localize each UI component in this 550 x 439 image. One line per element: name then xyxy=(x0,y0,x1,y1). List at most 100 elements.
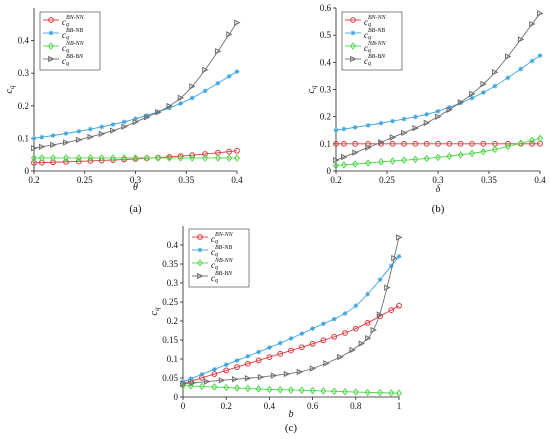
series-marker xyxy=(76,128,82,134)
series-marker xyxy=(244,360,251,367)
series-marker xyxy=(255,385,262,393)
series-marker xyxy=(365,144,372,151)
legend-entry-subscript: q xyxy=(66,35,69,41)
x-tick-label: 0.4 xyxy=(534,175,546,185)
series-marker xyxy=(143,114,151,121)
legend-entry-symbol: c xyxy=(62,30,66,40)
series-marker xyxy=(109,154,116,162)
legend-entry-symbol: c xyxy=(62,56,66,66)
panel-label: (a) xyxy=(129,203,142,215)
series-marker xyxy=(202,66,209,74)
y-axis-label-subscript: q xyxy=(8,85,16,89)
series-marker xyxy=(234,358,240,363)
series-line xyxy=(33,71,238,139)
series-marker xyxy=(166,102,173,110)
series-marker xyxy=(342,311,348,316)
series-marker xyxy=(341,126,347,132)
series-marker xyxy=(434,153,442,162)
legend-swatch-marker xyxy=(48,17,54,23)
series-marker xyxy=(388,389,395,397)
series-marker xyxy=(296,368,304,376)
series-marker xyxy=(364,320,371,326)
legend-swatch-marker xyxy=(197,234,203,240)
series-marker xyxy=(401,116,407,122)
series-nb-nn xyxy=(332,134,544,170)
series-marker xyxy=(365,122,371,128)
series-marker xyxy=(226,31,233,38)
series-marker xyxy=(341,153,348,161)
y-axis-label: cq xyxy=(149,307,161,315)
series-marker xyxy=(215,80,221,86)
legend-entry-superscript: NB-NN xyxy=(65,41,85,47)
legend-swatch-marker xyxy=(47,42,55,50)
series-marker xyxy=(378,120,384,126)
series-marker xyxy=(63,131,69,136)
panel-label: (b) xyxy=(432,203,445,215)
series-marker xyxy=(203,378,211,385)
series-bb-nb xyxy=(31,69,240,141)
series-marker xyxy=(337,353,344,361)
series-marker xyxy=(38,154,45,162)
series-marker xyxy=(309,365,317,372)
legend-entry: cqBB-NB xyxy=(62,28,83,41)
series-marker xyxy=(75,158,82,165)
legend-entry-subscript: q xyxy=(215,278,218,284)
y-tick-label: 0.2 xyxy=(320,112,331,122)
series-marker xyxy=(202,154,209,162)
series-marker xyxy=(287,386,295,394)
series-marker xyxy=(155,108,162,116)
series-marker xyxy=(298,344,305,351)
series-marker xyxy=(245,353,251,359)
series-marker xyxy=(341,387,349,396)
series-marker xyxy=(75,154,82,162)
series-bb-bn xyxy=(333,10,544,164)
legend-entry-symbol: c xyxy=(211,260,215,270)
series-marker xyxy=(446,104,452,110)
legend-entry-subscript: q xyxy=(215,239,218,245)
series-marker xyxy=(223,362,229,368)
y-tick-label: 0.05 xyxy=(162,373,178,383)
series-marker xyxy=(189,379,197,387)
legend-entry-subscript: q xyxy=(368,22,371,28)
series-bb-nb xyxy=(333,53,543,133)
legend-entry-symbol: c xyxy=(364,30,368,40)
series-marker xyxy=(180,380,187,387)
series-marker xyxy=(529,140,535,147)
y-tick-label: 0.3 xyxy=(18,68,30,78)
x-tick-label: 0.35 xyxy=(178,175,194,185)
series-marker xyxy=(504,142,511,151)
series-marker xyxy=(376,311,384,318)
series-marker xyxy=(529,58,535,64)
series-marker xyxy=(333,140,339,147)
series-bn-nn xyxy=(333,140,543,147)
y-tick-label: 0.4 xyxy=(18,36,30,46)
series-marker xyxy=(177,153,184,160)
series-marker xyxy=(331,387,338,396)
series-marker xyxy=(529,136,536,145)
series-marker xyxy=(231,375,239,383)
x-axis-label: b xyxy=(289,409,294,420)
panel-label: (c) xyxy=(285,422,298,434)
legend-entry-superscript: BN-NN xyxy=(368,15,387,21)
series-marker xyxy=(244,384,251,393)
x-tick-label: 0.35 xyxy=(481,175,497,185)
series-marker xyxy=(187,382,194,390)
legend-entry-symbol: c xyxy=(364,43,368,53)
series-marker xyxy=(352,388,359,396)
x-tick-label: 0.4 xyxy=(231,175,243,185)
series-marker xyxy=(412,124,419,132)
series-marker xyxy=(384,284,391,291)
series-marker xyxy=(352,140,359,147)
y-tick-label: 0.25 xyxy=(162,297,178,307)
y-tick-label: 0.15 xyxy=(162,335,178,345)
series-marker xyxy=(321,321,326,327)
series-marker xyxy=(283,370,291,378)
series-marker xyxy=(396,234,403,241)
series-marker xyxy=(517,139,524,148)
legend-entry-superscript: BN-NN xyxy=(215,232,234,238)
series-marker xyxy=(401,140,407,147)
